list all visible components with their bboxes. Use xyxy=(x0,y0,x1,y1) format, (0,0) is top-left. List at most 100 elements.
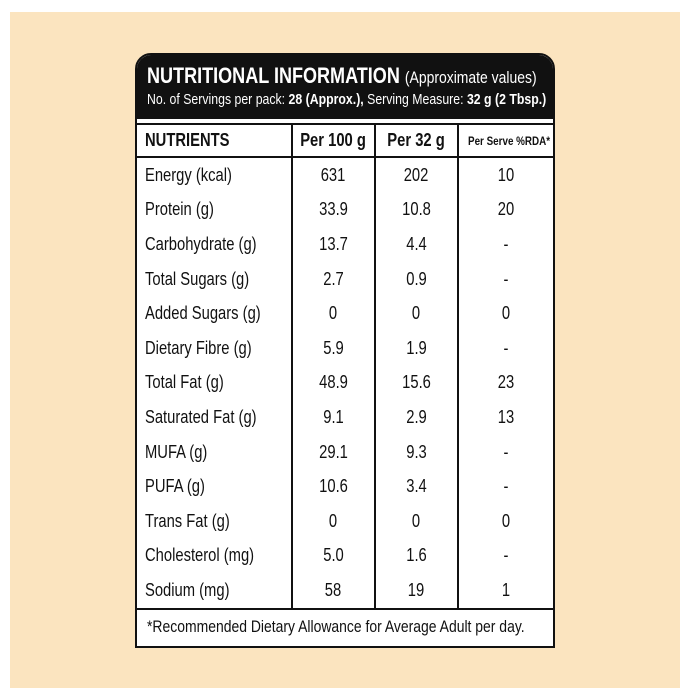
column-header: Per 100 g xyxy=(291,123,376,158)
table-body: Energy (kcal) 631 202 10 Protein (g) 33.9 10.8… xyxy=(137,157,553,608)
nutrient-value: 9.3 xyxy=(374,434,459,470)
cell-text: PUFA (g) xyxy=(145,476,205,497)
nutrient-value: - xyxy=(457,538,553,574)
cell-text: MUFA (g) xyxy=(145,441,208,462)
nutrient-value: 0 xyxy=(291,296,376,331)
cell-text: Total Sugars (g) xyxy=(145,268,250,289)
nutrient-value: 33.9 xyxy=(291,192,376,228)
nutrient-name: Protein (g) xyxy=(137,192,293,228)
servings-label: No. of Servings per pack: xyxy=(147,91,286,108)
footnote: *Recommended Dietary Allowance for Avera… xyxy=(137,607,553,646)
cell-text: 2.9 xyxy=(406,406,427,427)
column-header-text: Per 32 g xyxy=(387,130,446,150)
nutrient-value: 1.9 xyxy=(374,330,459,366)
cell-text: 5.9 xyxy=(323,337,344,358)
cell-text: 5.0 xyxy=(323,545,344,566)
nutrient-name: Carbohydrate (g) xyxy=(137,227,293,262)
nutrient-value: 0 xyxy=(374,296,459,331)
nutrient-value: 13 xyxy=(457,400,553,435)
cell-text: 1.6 xyxy=(406,545,427,566)
nutrient-value: 0 xyxy=(291,503,376,539)
cell-text: 0 xyxy=(329,303,338,324)
nutrient-value: - xyxy=(457,434,553,470)
table-row: Energy (kcal) 631 202 10 xyxy=(137,157,553,193)
nutrient-value: 10.6 xyxy=(291,469,376,504)
cell-text: Energy (kcal) xyxy=(145,164,232,185)
cell-text: 20 xyxy=(497,199,515,220)
nutrient-value: 1.6 xyxy=(374,538,459,574)
nutrient-value: 3.4 xyxy=(374,469,459,504)
nutrient-value: 1 xyxy=(457,573,553,608)
cell-text: 202 xyxy=(404,164,429,185)
cell-text: 13.7 xyxy=(319,233,348,254)
cell-text: 15.6 xyxy=(402,372,431,393)
table-row: Total Fat (g) 48.9 15.6 23 xyxy=(137,365,553,401)
nutrient-value: - xyxy=(457,330,553,366)
table-row: Total Sugars (g) 2.7 0.9 - xyxy=(137,261,553,297)
cell-text: 9.1 xyxy=(323,406,344,427)
table-row: Dietary Fibre (g) 5.9 1.9 - xyxy=(137,330,553,366)
cell-text: 0 xyxy=(329,510,338,531)
cell-text: 4.4 xyxy=(406,233,427,254)
cell-text: 0 xyxy=(412,510,421,531)
column-header: NUTRIENTS xyxy=(137,123,293,158)
nutrient-name: Total Sugars (g) xyxy=(137,261,293,297)
nutrient-value: 58 xyxy=(291,573,376,608)
nutrient-value: 23 xyxy=(457,365,553,401)
cell-text: Cholesterol (mg) xyxy=(145,545,255,566)
column-header: Per 32 g xyxy=(374,123,459,158)
nutrient-value: 15.6 xyxy=(374,365,459,401)
cell-text: 0 xyxy=(412,303,421,324)
nutrient-name: Dietary Fibre (g) xyxy=(137,330,293,366)
table-row: Carbohydrate (g) 13.7 4.4 - xyxy=(137,227,553,262)
cell-text: 10.8 xyxy=(402,199,431,220)
cell-text: 0.9 xyxy=(406,268,427,289)
table-row: Added Sugars (g) 0 0 0 xyxy=(137,296,553,331)
cell-text: Added Sugars (g) xyxy=(145,303,261,324)
cell-text: 10.6 xyxy=(319,476,348,497)
table-row: Sodium (mg) 58 19 1 xyxy=(137,573,553,608)
nutrient-value: 4.4 xyxy=(374,227,459,262)
nutrient-value: 202 xyxy=(374,157,459,193)
cell-text: Trans Fat (g) xyxy=(145,510,230,531)
nutrient-name: PUFA (g) xyxy=(137,469,293,504)
cell-text: 9.3 xyxy=(406,441,427,462)
cell-text: 48.9 xyxy=(319,372,348,393)
table-row: MUFA (g) 29.1 9.3 - xyxy=(137,434,553,470)
cell-text: - xyxy=(503,337,509,358)
subtitle: (Approximate values) xyxy=(404,68,537,87)
cell-text: - xyxy=(503,233,509,254)
nutrient-value: 0 xyxy=(374,503,459,539)
nutrient-name: Trans Fat (g) xyxy=(137,503,293,539)
nutrient-value: 2.7 xyxy=(291,261,376,297)
nutrient-name: Total Fat (g) xyxy=(137,365,293,401)
cell-text: - xyxy=(503,268,509,289)
nutrient-value: 5.9 xyxy=(291,330,376,366)
nutrient-value: - xyxy=(457,469,553,504)
cell-text: 0 xyxy=(501,303,511,324)
cell-text: - xyxy=(503,476,509,497)
measure-label: Serving Measure: xyxy=(367,91,464,108)
nutrient-value: 10 xyxy=(457,157,553,193)
column-header-text: NUTRIENTS xyxy=(145,130,230,150)
cell-text: 1.9 xyxy=(406,337,427,358)
nutrient-value: - xyxy=(457,261,553,297)
nutrient-value: 29.1 xyxy=(291,434,376,470)
title: NUTRITIONAL INFORMATION xyxy=(147,63,400,88)
table-row: Protein (g) 33.9 10.8 20 xyxy=(137,192,553,228)
column-header: Per Serve %RDA* xyxy=(457,123,553,158)
cell-text: 0 xyxy=(501,510,511,531)
servings-value: 28 (Approx.), xyxy=(288,91,364,108)
cell-text: 19 xyxy=(408,579,425,600)
label-header: NUTRITIONAL INFORMATION (Approximate val… xyxy=(137,55,553,119)
cell-text: 3.4 xyxy=(406,476,427,497)
column-header-text: Per 100 g xyxy=(300,130,367,150)
cell-text: Protein (g) xyxy=(145,199,214,220)
nutrient-value: 0 xyxy=(457,503,553,539)
cell-text: 1 xyxy=(501,579,511,600)
nutrient-value: 0.9 xyxy=(374,261,459,297)
nutrient-value: 13.7 xyxy=(291,227,376,262)
cell-text: Carbohydrate (g) xyxy=(145,233,257,254)
cell-text: - xyxy=(503,545,509,566)
